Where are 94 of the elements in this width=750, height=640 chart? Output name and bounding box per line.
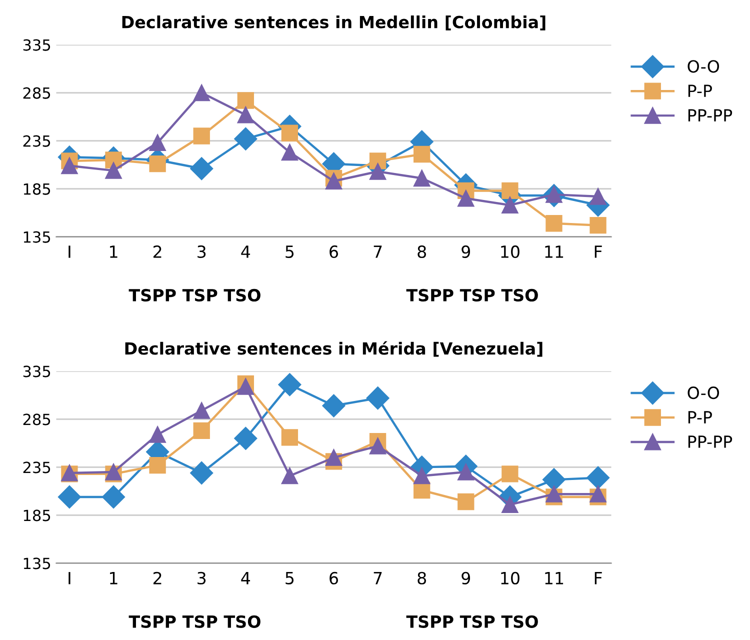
y-tick-label: 185 (24, 183, 50, 195)
point (102, 485, 126, 508)
x-tick-label: 8 (418, 245, 426, 258)
point (105, 162, 122, 179)
point (369, 438, 386, 454)
x-tick-label: I (68, 246, 70, 258)
x-tick-label: F (594, 572, 602, 584)
point (149, 426, 166, 443)
x-tick-label: 2 (153, 245, 162, 258)
y-tick-label: 235 (23, 135, 50, 147)
x-tick-label: 3 (198, 572, 206, 584)
point (234, 426, 258, 450)
y-tick-label: 135 (24, 231, 50, 243)
y-tick-label: 335 (23, 39, 50, 51)
point (190, 461, 214, 484)
x-tick-label: 6 (330, 245, 338, 258)
point (586, 466, 610, 490)
y-tick-label: 285 (23, 414, 50, 426)
point (193, 84, 210, 102)
point (414, 468, 430, 484)
point (281, 144, 298, 161)
y-tick-label: 135 (24, 558, 50, 570)
point (325, 172, 342, 190)
point (149, 134, 166, 152)
x-tick-label: 1 (110, 246, 118, 258)
point (325, 449, 342, 466)
point (502, 496, 518, 513)
point (590, 216, 606, 234)
point (369, 152, 386, 170)
point (322, 394, 346, 418)
x-tick-label: 9 (462, 572, 470, 584)
point (546, 215, 562, 232)
x-tick-label: 7 (374, 246, 382, 258)
legend-label: PP-PP (688, 436, 732, 448)
point (414, 170, 430, 187)
point (234, 127, 258, 150)
point (414, 146, 430, 163)
x-tick-label: 1 (110, 572, 118, 584)
x-tick-label: 10 (501, 572, 520, 584)
legend-label: O-O (688, 60, 720, 73)
x-tick-label: 6 (330, 572, 338, 584)
point (278, 373, 302, 396)
point (458, 190, 474, 207)
y-tick-label: 185 (24, 510, 50, 522)
legend-label: O-O (688, 386, 720, 400)
chart-title: Declarative sentences in Mérida [Venezuela] (125, 341, 542, 357)
x-tick-label: I (68, 572, 70, 584)
legend-label: PP-PP (688, 109, 732, 122)
x-tick-label: 4 (241, 246, 250, 258)
text: TSPP TSP TSO (406, 288, 538, 302)
point (369, 163, 386, 180)
point (193, 128, 210, 144)
x-tick-label: 3 (198, 245, 206, 258)
y-tick-label: 285 (23, 87, 50, 99)
point (502, 196, 518, 214)
point (281, 124, 298, 142)
point (590, 486, 606, 502)
point (149, 456, 166, 474)
x-tick-label: 5 (286, 246, 294, 258)
x-tick-label: 4 (241, 572, 250, 584)
legend-label: P-P (688, 411, 712, 424)
point (281, 468, 298, 484)
chart-title: Declarative sentences in Medellin [Colombia] (122, 15, 546, 30)
text: TSPP TSP TSO (128, 615, 260, 628)
point (366, 386, 390, 410)
x-tick-label: 9 (462, 245, 470, 258)
point (458, 493, 474, 510)
point (193, 422, 210, 440)
point (58, 485, 81, 508)
point (502, 182, 518, 200)
point (281, 429, 298, 446)
point (237, 106, 254, 124)
point (190, 157, 214, 180)
x-tick-label: F (594, 246, 602, 258)
x-tick-label: 8 (418, 572, 426, 584)
legend-label: P-P (688, 84, 712, 97)
x-tick-label: 11 (545, 572, 564, 584)
x-tick-label: 10 (501, 245, 520, 258)
point (149, 156, 166, 172)
point (193, 402, 210, 419)
point (590, 188, 606, 205)
point (502, 466, 518, 482)
point (237, 378, 254, 395)
y-tick-label: 335 (23, 366, 50, 378)
x-tick-label: 7 (374, 572, 382, 584)
point (546, 486, 562, 502)
x-tick-label: 11 (545, 246, 564, 258)
x-tick-label: 2 (153, 572, 162, 584)
y-tick-label: 235 (23, 462, 50, 474)
text: TSPP TSP TSO (128, 288, 260, 302)
point (237, 92, 254, 109)
text: TSPP TSP TSO (406, 615, 538, 628)
point (61, 157, 78, 174)
x-tick-label: 5 (286, 572, 294, 584)
